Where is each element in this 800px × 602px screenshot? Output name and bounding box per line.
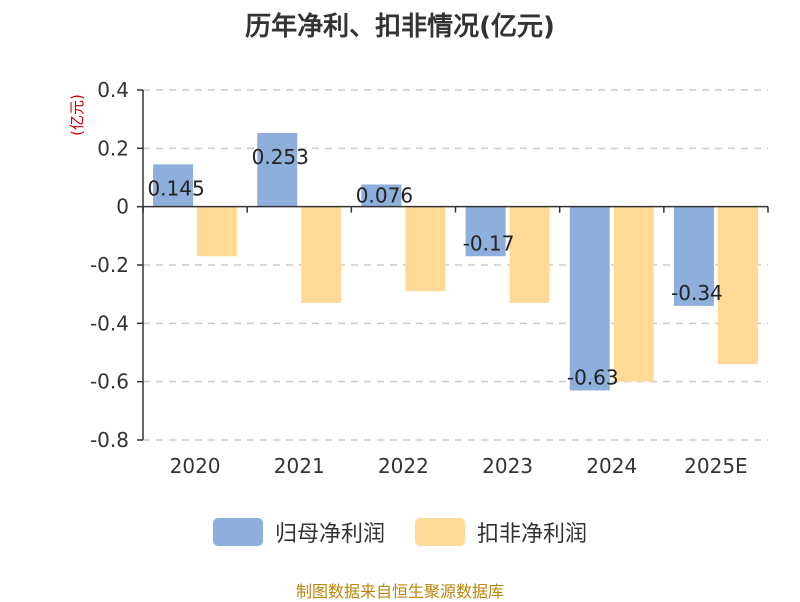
data-label: 0.253: [252, 145, 309, 169]
legend-label-net-profit: 归母净利润: [274, 522, 385, 547]
y-tick-label: 0.4: [97, 78, 129, 102]
source-note: 制图数据来自恒生聚源数据库: [295, 582, 504, 601]
bar-deducted-net-profit: [405, 206, 446, 292]
legend-item-net-profit[interactable]: 归母净利润: [212, 516, 385, 548]
y-tick-label: -0.4: [90, 311, 129, 335]
legend-swatch-net-profit: [212, 518, 263, 546]
bar-net-profit: [465, 206, 506, 257]
data-label: -0.63: [567, 365, 619, 389]
x-category-label: 2021: [274, 454, 325, 478]
y-axis-label: (亿元): [68, 94, 86, 136]
x-category-label: 2020: [170, 454, 221, 478]
y-tick-label: -0.8: [90, 428, 129, 452]
bar-deducted-net-profit: [197, 206, 238, 257]
y-tick-label: 0: [116, 195, 129, 219]
data-label: 0.145: [147, 176, 204, 200]
legend-label-deducted-net-profit: 扣非净利润: [477, 522, 588, 547]
bar-net-profit: [569, 206, 610, 391]
bar-net-profit: [361, 184, 402, 207]
bar-net-profit: [673, 206, 714, 306]
bar-deducted-net-profit: [301, 206, 342, 303]
y-tick-label: -0.6: [90, 370, 129, 394]
bar-deducted-net-profit: [613, 206, 654, 382]
x-category-label: 2024: [586, 454, 637, 478]
y-tick-label: -0.2: [90, 253, 129, 277]
bar-net-profit: [153, 164, 194, 207]
x-category-label: 2022: [378, 454, 429, 478]
data-label: 0.076: [356, 184, 413, 208]
x-category-label: 2023: [482, 454, 533, 478]
y-tick-label: 0.2: [97, 136, 129, 160]
legend-swatch-deducted-net-profit: [415, 518, 465, 546]
data-label: -0.34: [671, 281, 723, 305]
data-label: -0.17: [463, 231, 515, 255]
bar-deducted-net-profit: [717, 206, 758, 365]
legend: 归母净利润 扣非净利润: [0, 516, 800, 548]
bar-deducted-net-profit: [509, 206, 550, 303]
legend-item-deducted-net-profit[interactable]: 扣非净利润: [415, 516, 587, 548]
bar-net-profit: [257, 132, 298, 207]
x-category-label: 2025E: [684, 454, 748, 478]
chart-title: 历年净利、扣非情况(亿元): [245, 12, 555, 42]
